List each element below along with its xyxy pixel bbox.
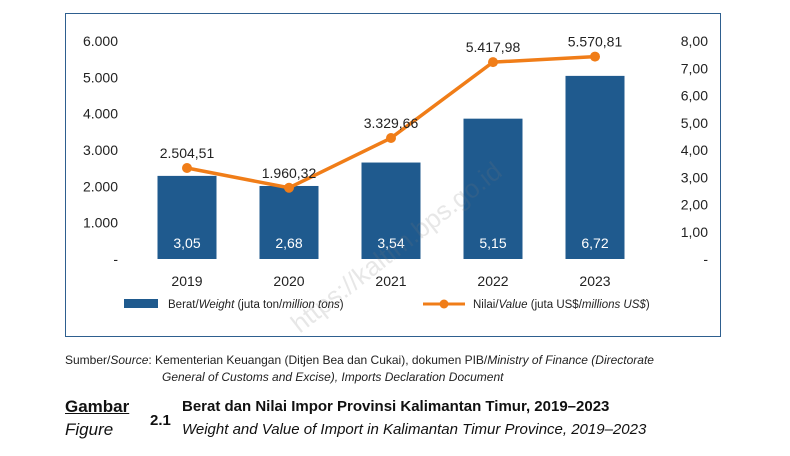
left-axis-tick-label: - [113, 251, 118, 267]
category-label: 2019 [171, 273, 202, 289]
left-axis-tick-label: 5.000 [83, 69, 118, 85]
caption-gambar: Gambar [65, 397, 130, 416]
category-label: 2022 [477, 273, 508, 289]
right-axis-tick-label: 3,00 [681, 169, 708, 185]
left-axis-tick-label: 6.000 [83, 33, 118, 49]
bar-value-label: 5,15 [479, 235, 506, 251]
legend: Berat/Weight (juta ton/million tons) Nil… [124, 299, 650, 311]
value-data-label: 2.504,51 [160, 145, 215, 161]
bar-value-label: 3,05 [173, 235, 200, 251]
category-label: 2020 [273, 273, 304, 289]
legend-bar-label: Berat/Weight (juta ton/million tons) [168, 299, 344, 311]
caption-number: 2.1 [150, 412, 171, 429]
value-data-label: 1.960,32 [262, 165, 317, 181]
right-axis-tick-label: 2,00 [681, 197, 708, 213]
source-note: Sumber/Source: Kementerian Keuangan (Dit… [65, 352, 765, 386]
bar-value-label: 6,72 [581, 235, 608, 251]
bar-weight-2021 [361, 162, 421, 259]
source-text-italic: Ministry of Finance (Directorate [487, 353, 654, 367]
figure-caption: Gambar Figure 2.1 Berat dan Nilai Impor … [65, 397, 785, 447]
value-point-2019 [182, 163, 192, 174]
caption-figure: Figure [65, 420, 114, 439]
value-point-2022 [488, 57, 498, 68]
bar-weight-2023 [565, 75, 625, 259]
caption-title-id: Berat dan Nilai Impor Provinsi Kalimanta… [182, 398, 610, 415]
right-axis-tick-label: 1,00 [681, 224, 708, 240]
left-axis-tick-label: 2.000 [83, 178, 118, 194]
bar-weight-2020 [259, 185, 319, 259]
right-axis-tick-label: 7,00 [681, 60, 708, 76]
chart-svg: - 1.000 2.000 3.000 4.000 5.000 6.000 - 1,00 2,0… [83, 33, 708, 311]
right-axis-tick-label: 4,00 [681, 142, 708, 158]
bar-value-label: 2,68 [275, 235, 302, 251]
value-data-label: 5.417,98 [466, 39, 521, 55]
source-label: Sumber/ [65, 353, 111, 367]
value-point-2021 [386, 133, 396, 144]
bar-weight-2019 [157, 175, 217, 259]
chart-frame: - 1.000 2.000 3.000 4.000 5.000 6.000 - 1,00 2,0… [65, 13, 721, 337]
legend-bar-swatch [124, 299, 158, 308]
bar-weight-2022 [463, 118, 523, 259]
value-data-label: 3.329,66 [364, 115, 419, 131]
right-axis-tick-label: 8,00 [681, 33, 708, 49]
source-label-italic: Source [110, 353, 149, 367]
left-axis-tick-label: 3.000 [83, 142, 118, 158]
right-axis-tick-label: 5,00 [681, 115, 708, 131]
bar-value-label: 3,54 [377, 235, 404, 251]
left-axis-tick-label: 1.000 [83, 215, 118, 231]
value-point-2020 [284, 182, 294, 193]
value-point-2023 [590, 51, 600, 62]
legend-line-label: Nilai/Value (juta US$/millions US$) [473, 299, 650, 311]
right-axis-tick-label: - [703, 251, 708, 267]
right-axis-tick-label: 6,00 [681, 88, 708, 104]
source-text-line2: General of Customs and Excise), Imports … [162, 370, 504, 384]
category-label: 2023 [579, 273, 610, 289]
left-axis-tick-label: 4.000 [83, 106, 118, 122]
legend-line-marker [439, 299, 449, 309]
category-label: 2021 [375, 273, 406, 289]
source-text: : Kementerian Keuangan (Ditjen Bea dan C… [148, 353, 488, 367]
caption-title-en: Weight and Value of Import in Kalimantan… [182, 421, 647, 438]
value-data-label: 5.570,81 [568, 34, 623, 50]
